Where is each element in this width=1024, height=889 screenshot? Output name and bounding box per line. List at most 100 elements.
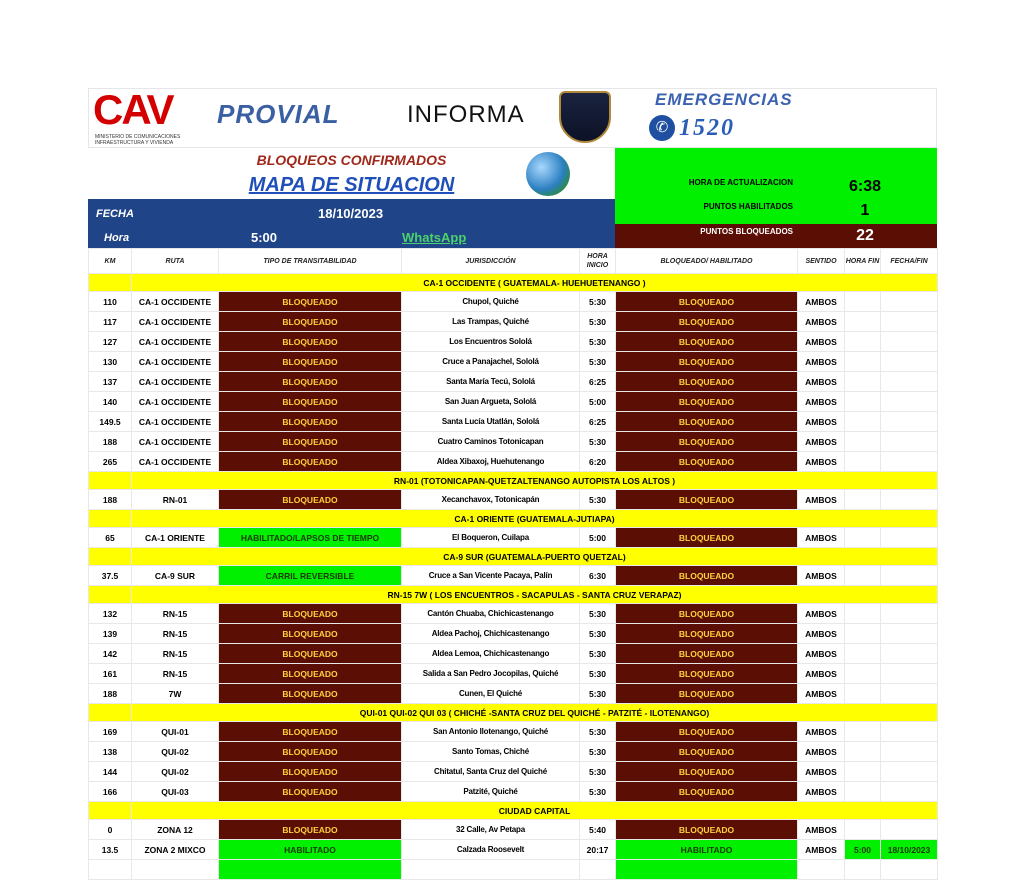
fecha-fin-cell (880, 859, 938, 880)
tipo-cell: HABILITADO/LAPSOS DE TIEMPO (218, 527, 402, 548)
sentido-cell: AMBOS (797, 565, 845, 586)
estado-cell: BLOQUEADO (615, 311, 798, 332)
fecha-fin-cell (880, 527, 938, 548)
hora-value: 5:00 (251, 230, 278, 245)
hora-fin-cell (844, 741, 881, 762)
column-header: JURISDICCIÓN (401, 248, 580, 274)
km-cell: 188 (88, 489, 132, 510)
hora-fin-cell (844, 431, 881, 452)
fecha-fin-cell (880, 351, 938, 372)
blocked-summary: PUNTOS BLOQUEADOS 22 (615, 224, 937, 248)
table-row: 117 CA-1 OCCIDENTE BLOQUEADO Las Trampas, Q… (88, 311, 938, 332)
column-header: FECHA/FIN (880, 248, 938, 274)
ruta-cell: CA-1 OCCIDENTE (131, 311, 219, 332)
ruta-cell: CA-1 OCCIDENTE (131, 411, 219, 432)
hora-inicio-cell: 5:30 (579, 311, 616, 332)
hora-inicio-cell: 5:30 (579, 603, 616, 624)
km-cell: 37.5 (88, 565, 132, 586)
km-cell: 149.5 (88, 411, 132, 432)
ruta-cell: CA-1 OCCIDENTE (131, 431, 219, 452)
fecha-fin-cell (880, 603, 938, 624)
km-cell: 130 (88, 351, 132, 372)
whatsapp-link[interactable]: WhatsApp (402, 230, 467, 245)
jurisdiccion-cell: Aldea Pachoj, Chichicastenango (401, 623, 580, 644)
fecha-fin-cell (880, 565, 938, 586)
hora-fin-cell (844, 623, 881, 644)
hora-fin-cell (844, 351, 881, 372)
sentido-cell (797, 859, 845, 880)
table-row: 132 RN-15 BLOQUEADO Cantón Chuaba, Chichica… (88, 603, 938, 624)
sentido-cell: AMBOS (797, 819, 845, 840)
hora-fin-cell (844, 489, 881, 510)
km-cell: 161 (88, 663, 132, 684)
table-row: 169 QUI-01 BLOQUEADO San Antonio Ilotenango… (88, 721, 938, 742)
hora-fin-cell (844, 819, 881, 840)
table-row: 142 RN-15 BLOQUEADO Aldea Lemoa, Chichicast… (88, 643, 938, 664)
ruta-cell: RN-15 (131, 643, 219, 664)
ruta-cell: CA-1 OCCIDENTE (131, 351, 219, 372)
tipo-cell: BLOQUEADO (218, 761, 402, 782)
section-spacer (88, 801, 132, 820)
column-header-row: KM RUTA TIPO DE TRANSITABILIDAD JURISDICCIÓ… (88, 248, 938, 274)
fecha-fin-cell (880, 451, 938, 472)
hora-inicio-cell: 5:30 (579, 683, 616, 704)
jurisdiccion-cell: Cunen, El Quiché (401, 683, 580, 704)
table-row: 140 CA-1 OCCIDENTE BLOQUEADO San Juan Argue… (88, 391, 938, 412)
sentido-cell: AMBOS (797, 351, 845, 372)
estado-cell: BLOQUEADO (615, 351, 798, 372)
jurisdiccion-cell: Santa Lucía Utatlán, Sololá (401, 411, 580, 432)
fecha-fin-cell (880, 761, 938, 782)
hora-inicio-cell: 5:30 (579, 741, 616, 762)
summary-panel: HORA DE ACTUALIZACION 6:38 PUNTOS HABILI… (615, 148, 937, 224)
ruta-cell: QUI-01 (131, 721, 219, 742)
sentido-cell: AMBOS (797, 623, 845, 644)
estado-cell: BLOQUEADO (615, 781, 798, 802)
fecha-label: FECHA (96, 208, 134, 220)
sentido-cell: AMBOS (797, 489, 845, 510)
tipo-cell: BLOQUEADO (218, 643, 402, 664)
jurisdiccion-cell (401, 859, 580, 880)
column-header: KM (88, 248, 132, 274)
ruta-cell: CA-1 ORIENTE (131, 527, 219, 548)
hora-fin-cell (844, 603, 881, 624)
hora-fin-cell (844, 391, 881, 412)
hora-inicio-cell: 5:40 (579, 819, 616, 840)
jurisdiccion-cell: San Antonio Ilotenango, Quiché (401, 721, 580, 742)
estado-cell: BLOQUEADO (615, 741, 798, 762)
estado-cell: BLOQUEADO (615, 663, 798, 684)
ruta-cell: RN-15 (131, 603, 219, 624)
column-header: BLOQUEADO/ HABILITADO (615, 248, 798, 274)
fecha-fin-cell (880, 311, 938, 332)
tipo-cell: CARRIL REVERSIBLE (218, 565, 402, 586)
section-title: RN-01 (TOTONICAPAN-QUETZALTENANGO AUTOPI… (131, 471, 938, 490)
hora-fin-cell (844, 565, 881, 586)
hora-inicio-cell: 5:30 (579, 623, 616, 644)
informa-text: INFORMA (407, 101, 525, 128)
road-status-table: KM RUTA TIPO DE TRANSITABILIDAD JURISDICCIÓ… (88, 248, 938, 880)
km-cell: 140 (88, 391, 132, 412)
estado-cell: BLOQUEADO (615, 489, 798, 510)
estado-cell: BLOQUEADO (615, 391, 798, 412)
sentido-cell: AMBOS (797, 839, 845, 860)
column-header: RUTA (131, 248, 219, 274)
fecha-fin-cell (880, 683, 938, 704)
jurisdiccion-cell: San Juan Argueta, Sololá (401, 391, 580, 412)
estado-cell: BLOQUEADO (615, 411, 798, 432)
section-row: CIUDAD CAPITAL (88, 801, 938, 820)
estado-cell: HABILITADO (615, 839, 798, 860)
hora-inicio-cell: 6:25 (579, 371, 616, 392)
fecha-fin-cell (880, 291, 938, 312)
sentido-cell: AMBOS (797, 761, 845, 782)
km-cell: 144 (88, 761, 132, 782)
cav-logo-subtitle: MINISTERIO DE COMUNICACIONES INFRAESTRUC… (95, 134, 181, 146)
section-row: QUI-01 QUI-02 QUI 03 ( CHICHÉ -SANTA CRU… (88, 703, 938, 722)
hora-inicio-cell: 5:30 (579, 721, 616, 742)
hora-fin-cell: 5:00 (844, 839, 881, 860)
table-row: 65 CA-1 ORIENTE HABILITADO/LAPSOS DE TIEMP… (88, 527, 938, 548)
hora-inicio-cell: 5:30 (579, 291, 616, 312)
ruta-cell: CA-1 OCCIDENTE (131, 451, 219, 472)
section-title: RN-15 7W ( LOS ENCUENTROS - SACAPULAS - … (131, 585, 938, 604)
km-cell: 137 (88, 371, 132, 392)
hora-inicio-cell (579, 859, 616, 880)
section-row: RN-01 (TOTONICAPAN-QUETZALTENANGO AUTOPI… (88, 471, 938, 490)
